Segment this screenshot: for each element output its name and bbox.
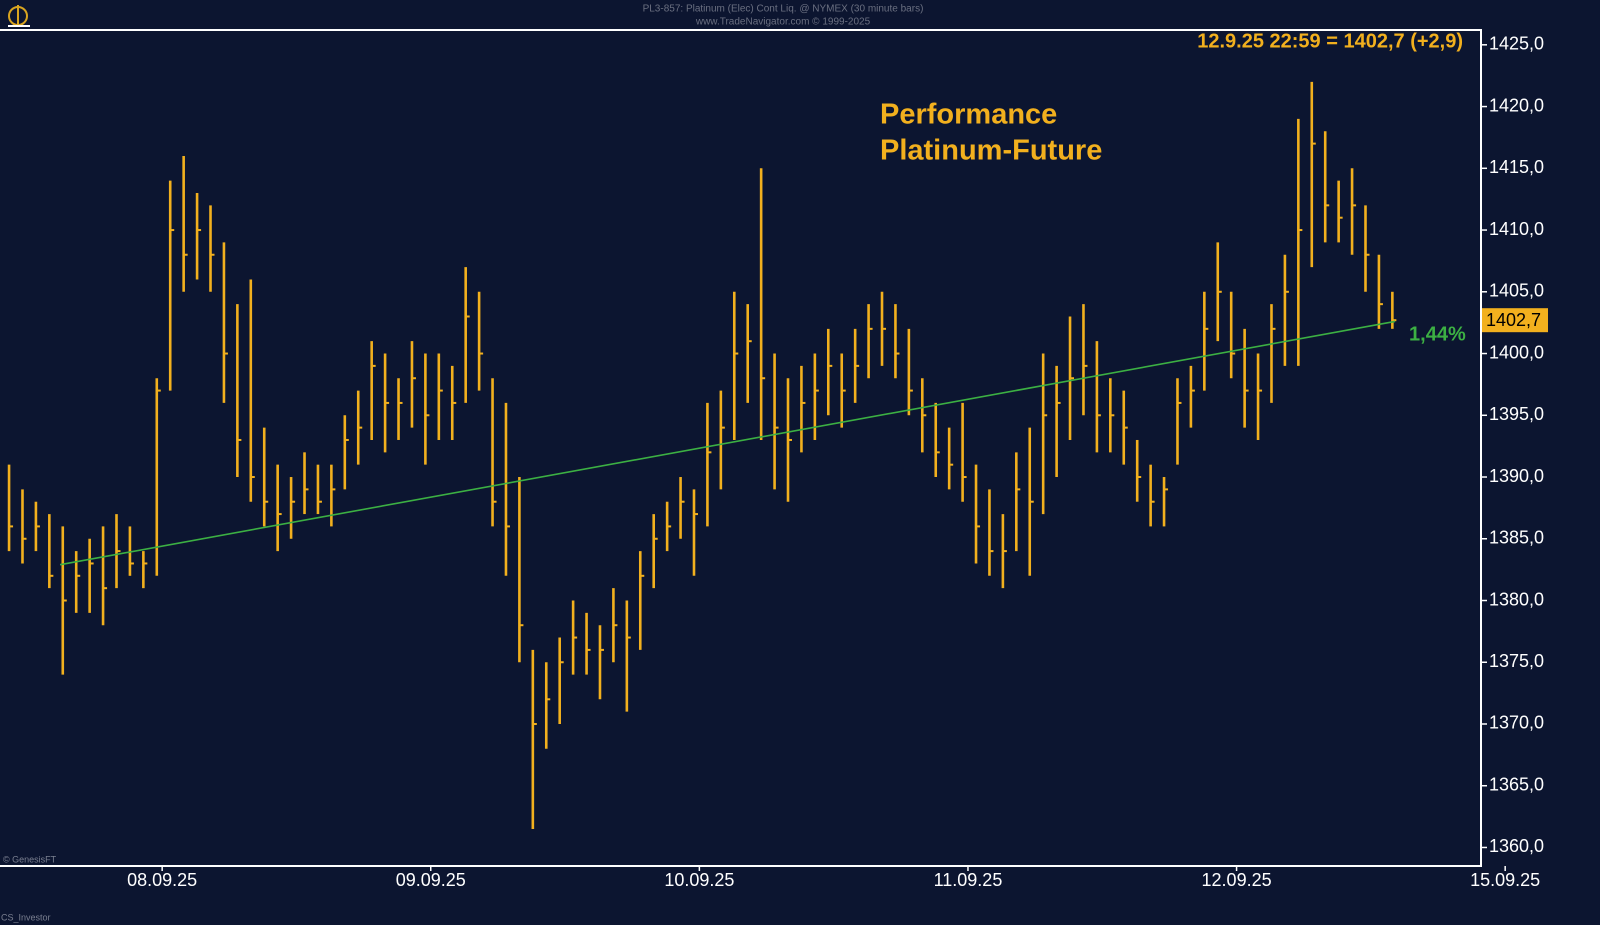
y-tick-label: 1370,0 [1489, 713, 1544, 733]
y-tick-label: 1400,0 [1489, 342, 1544, 362]
x-tick-label: 12.09.25 [1202, 870, 1272, 890]
annotation: Platinum-Future [880, 135, 1102, 167]
y-tick-label: 1390,0 [1489, 466, 1544, 486]
y-tick-label: 1425,0 [1489, 34, 1544, 54]
x-tick-label: 11.09.25 [934, 870, 1003, 890]
x-tick-label: 08.09.25 [127, 870, 197, 890]
chart-subtitle: www.TradeNavigator.com © 1999-2025 [695, 17, 871, 28]
credit: © GenesisFT [3, 854, 57, 864]
y-tick-label: 1415,0 [1489, 157, 1544, 177]
last-price-box [1482, 308, 1548, 333]
y-tick-label: 1385,0 [1489, 528, 1544, 548]
y-tick-label: 1380,0 [1489, 589, 1544, 609]
y-tick-label: 1420,0 [1489, 95, 1544, 115]
trendline [59, 320, 1396, 566]
trend-label: 1,44% [1409, 324, 1466, 346]
chart-title: PL3-857: Platinum (Elec) Cont Liq. @ NYM… [643, 4, 924, 15]
y-tick-label: 1410,0 [1489, 219, 1544, 239]
y-tick-label: 1375,0 [1489, 651, 1544, 671]
x-tick-label: 15.09.25 [1470, 870, 1540, 890]
annotation: Performance [880, 99, 1057, 131]
last-price-label: 1402,7 [1486, 310, 1541, 330]
x-tick-label: 09.09.25 [396, 870, 466, 890]
y-tick-label: 1360,0 [1489, 836, 1544, 856]
y-tick-label: 1365,0 [1489, 774, 1544, 794]
y-tick-label: 1405,0 [1489, 281, 1544, 301]
x-tick-label: 10.09.25 [664, 870, 734, 890]
logo [8, 5, 30, 27]
y-tick-label: 1395,0 [1489, 404, 1544, 424]
plot [7, 81, 1397, 829]
price-info: 12.9.25 22:59 = 1402,7 (+2,9) [1197, 30, 1463, 52]
credit: CS_Investor [1, 912, 51, 922]
plot-frame [0, 29, 1482, 867]
